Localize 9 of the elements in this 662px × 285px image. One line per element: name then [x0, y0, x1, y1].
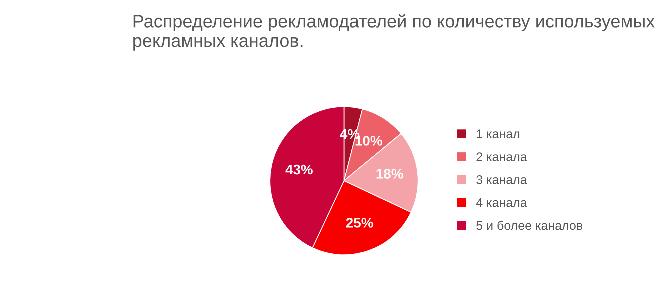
legend-label: 3 канала [476, 175, 528, 184]
data-label: 18% [376, 169, 404, 179]
data-label: 43% [286, 164, 313, 175]
chart-title: Распределение рекламодателей по количеству используемых рекламных каналов. [134, 14, 655, 51]
legend-label: 1 канал [477, 130, 520, 139]
data-label: 25% [346, 218, 374, 228]
legend-label: 2 канала [476, 152, 528, 162]
legend-label: 4 канала [476, 198, 528, 208]
legend-label: 5 и более каналов [476, 220, 583, 230]
